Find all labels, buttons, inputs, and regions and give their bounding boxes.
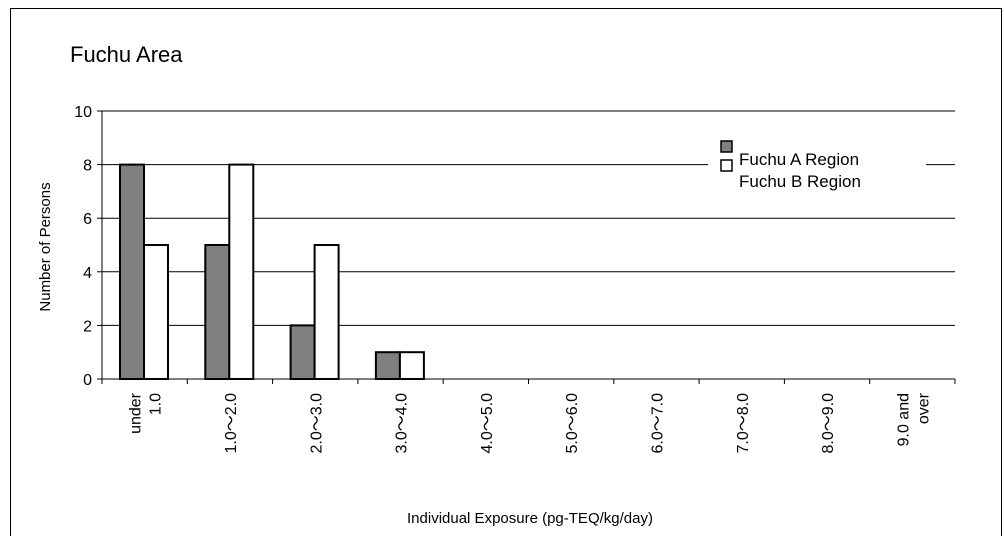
y-tick-labels: 0 2 4 6 8 10 [74, 104, 92, 389]
axes [97, 110, 956, 384]
x-tick-label: 9.0 and [895, 393, 912, 446]
x-tick-label: 1.0 [148, 393, 165, 415]
bar [374, 351, 401, 381]
bar [204, 244, 231, 380]
legend-background [708, 138, 926, 186]
y-tick-label: 0 [83, 372, 92, 389]
chart-title: Fuchu Area [70, 42, 183, 67]
bar [228, 163, 255, 380]
legend-swatch [720, 140, 733, 153]
x-tick-label: 1.0～2.0 [223, 393, 240, 454]
x-tick-label: 3.0～4.0 [394, 393, 411, 454]
y-tick-label: 10 [74, 104, 92, 121]
x-tick-label: over [915, 392, 932, 424]
y-tick-label: 2 [83, 318, 92, 335]
x-tick-label: 6.0～7.0 [649, 393, 666, 454]
x-axis-title: Individual Exposure (pg-TEQ/kg/day) [407, 510, 653, 527]
legend-label: Fuchu B Region [739, 172, 861, 191]
bar [143, 244, 169, 380]
bar [313, 244, 340, 380]
x-tick-label: 7.0～8.0 [735, 393, 752, 454]
x-tick-label: 5.0～6.0 [564, 393, 581, 454]
legend-swatch [720, 159, 733, 172]
y-tick-label: 4 [83, 265, 92, 282]
bar [398, 351, 425, 381]
x-tick-label: 4.0～5.0 [479, 393, 496, 454]
legend: Fuchu A Region Fuchu B Region [708, 138, 926, 191]
y-tick-label: 8 [83, 158, 92, 175]
x-tick-label: under [128, 392, 145, 434]
y-tick-label: 6 [83, 211, 92, 228]
bar [289, 324, 316, 380]
x-tick-label: 2.0～3.0 [308, 393, 325, 454]
chart-frame [10, 8, 1002, 536]
legend-label: Fuchu A Region [739, 150, 859, 169]
x-tick-label: 8.0～9.0 [820, 393, 837, 454]
x-tick-labels: under 1.0 1.0～2.0 2.0～3.0 3.0～4.0 4.0～5.0 5.0～… [128, 392, 933, 453]
bar [119, 163, 145, 380]
bars [119, 163, 425, 381]
y-axis-title: Number of Persons [37, 182, 54, 311]
